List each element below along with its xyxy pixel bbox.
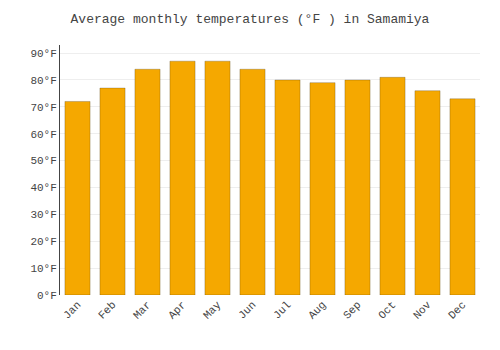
svg-text:Apr: Apr [166, 299, 188, 321]
svg-text:50°F: 50°F [30, 155, 56, 167]
svg-text:90°F: 90°F [30, 48, 56, 60]
svg-text:Jul: Jul [271, 299, 293, 321]
svg-text:Mar: Mar [131, 299, 153, 321]
svg-text:Average monthly temperatures (: Average monthly temperatures (°F ) in Sa… [71, 12, 430, 27]
svg-text:Sep: Sep [341, 299, 363, 321]
svg-text:0°F: 0°F [37, 290, 57, 302]
svg-text:70°F: 70°F [30, 102, 56, 114]
svg-text:30°F: 30°F [30, 209, 56, 221]
svg-text:Jan: Jan [61, 299, 83, 321]
svg-text:80°F: 80°F [30, 75, 56, 87]
svg-text:20°F: 20°F [30, 236, 56, 248]
svg-text:Oct: Oct [376, 299, 398, 321]
svg-text:Jun: Jun [236, 299, 258, 321]
svg-text:Feb: Feb [96, 299, 118, 321]
svg-text:10°F: 10°F [30, 263, 56, 275]
svg-text:May: May [201, 299, 224, 322]
svg-text:60°F: 60°F [30, 129, 56, 141]
svg-text:40°F: 40°F [30, 182, 56, 194]
svg-text:Dec: Dec [446, 299, 468, 321]
svg-text:Nov: Nov [411, 299, 434, 322]
svg-text:Aug: Aug [306, 299, 328, 321]
